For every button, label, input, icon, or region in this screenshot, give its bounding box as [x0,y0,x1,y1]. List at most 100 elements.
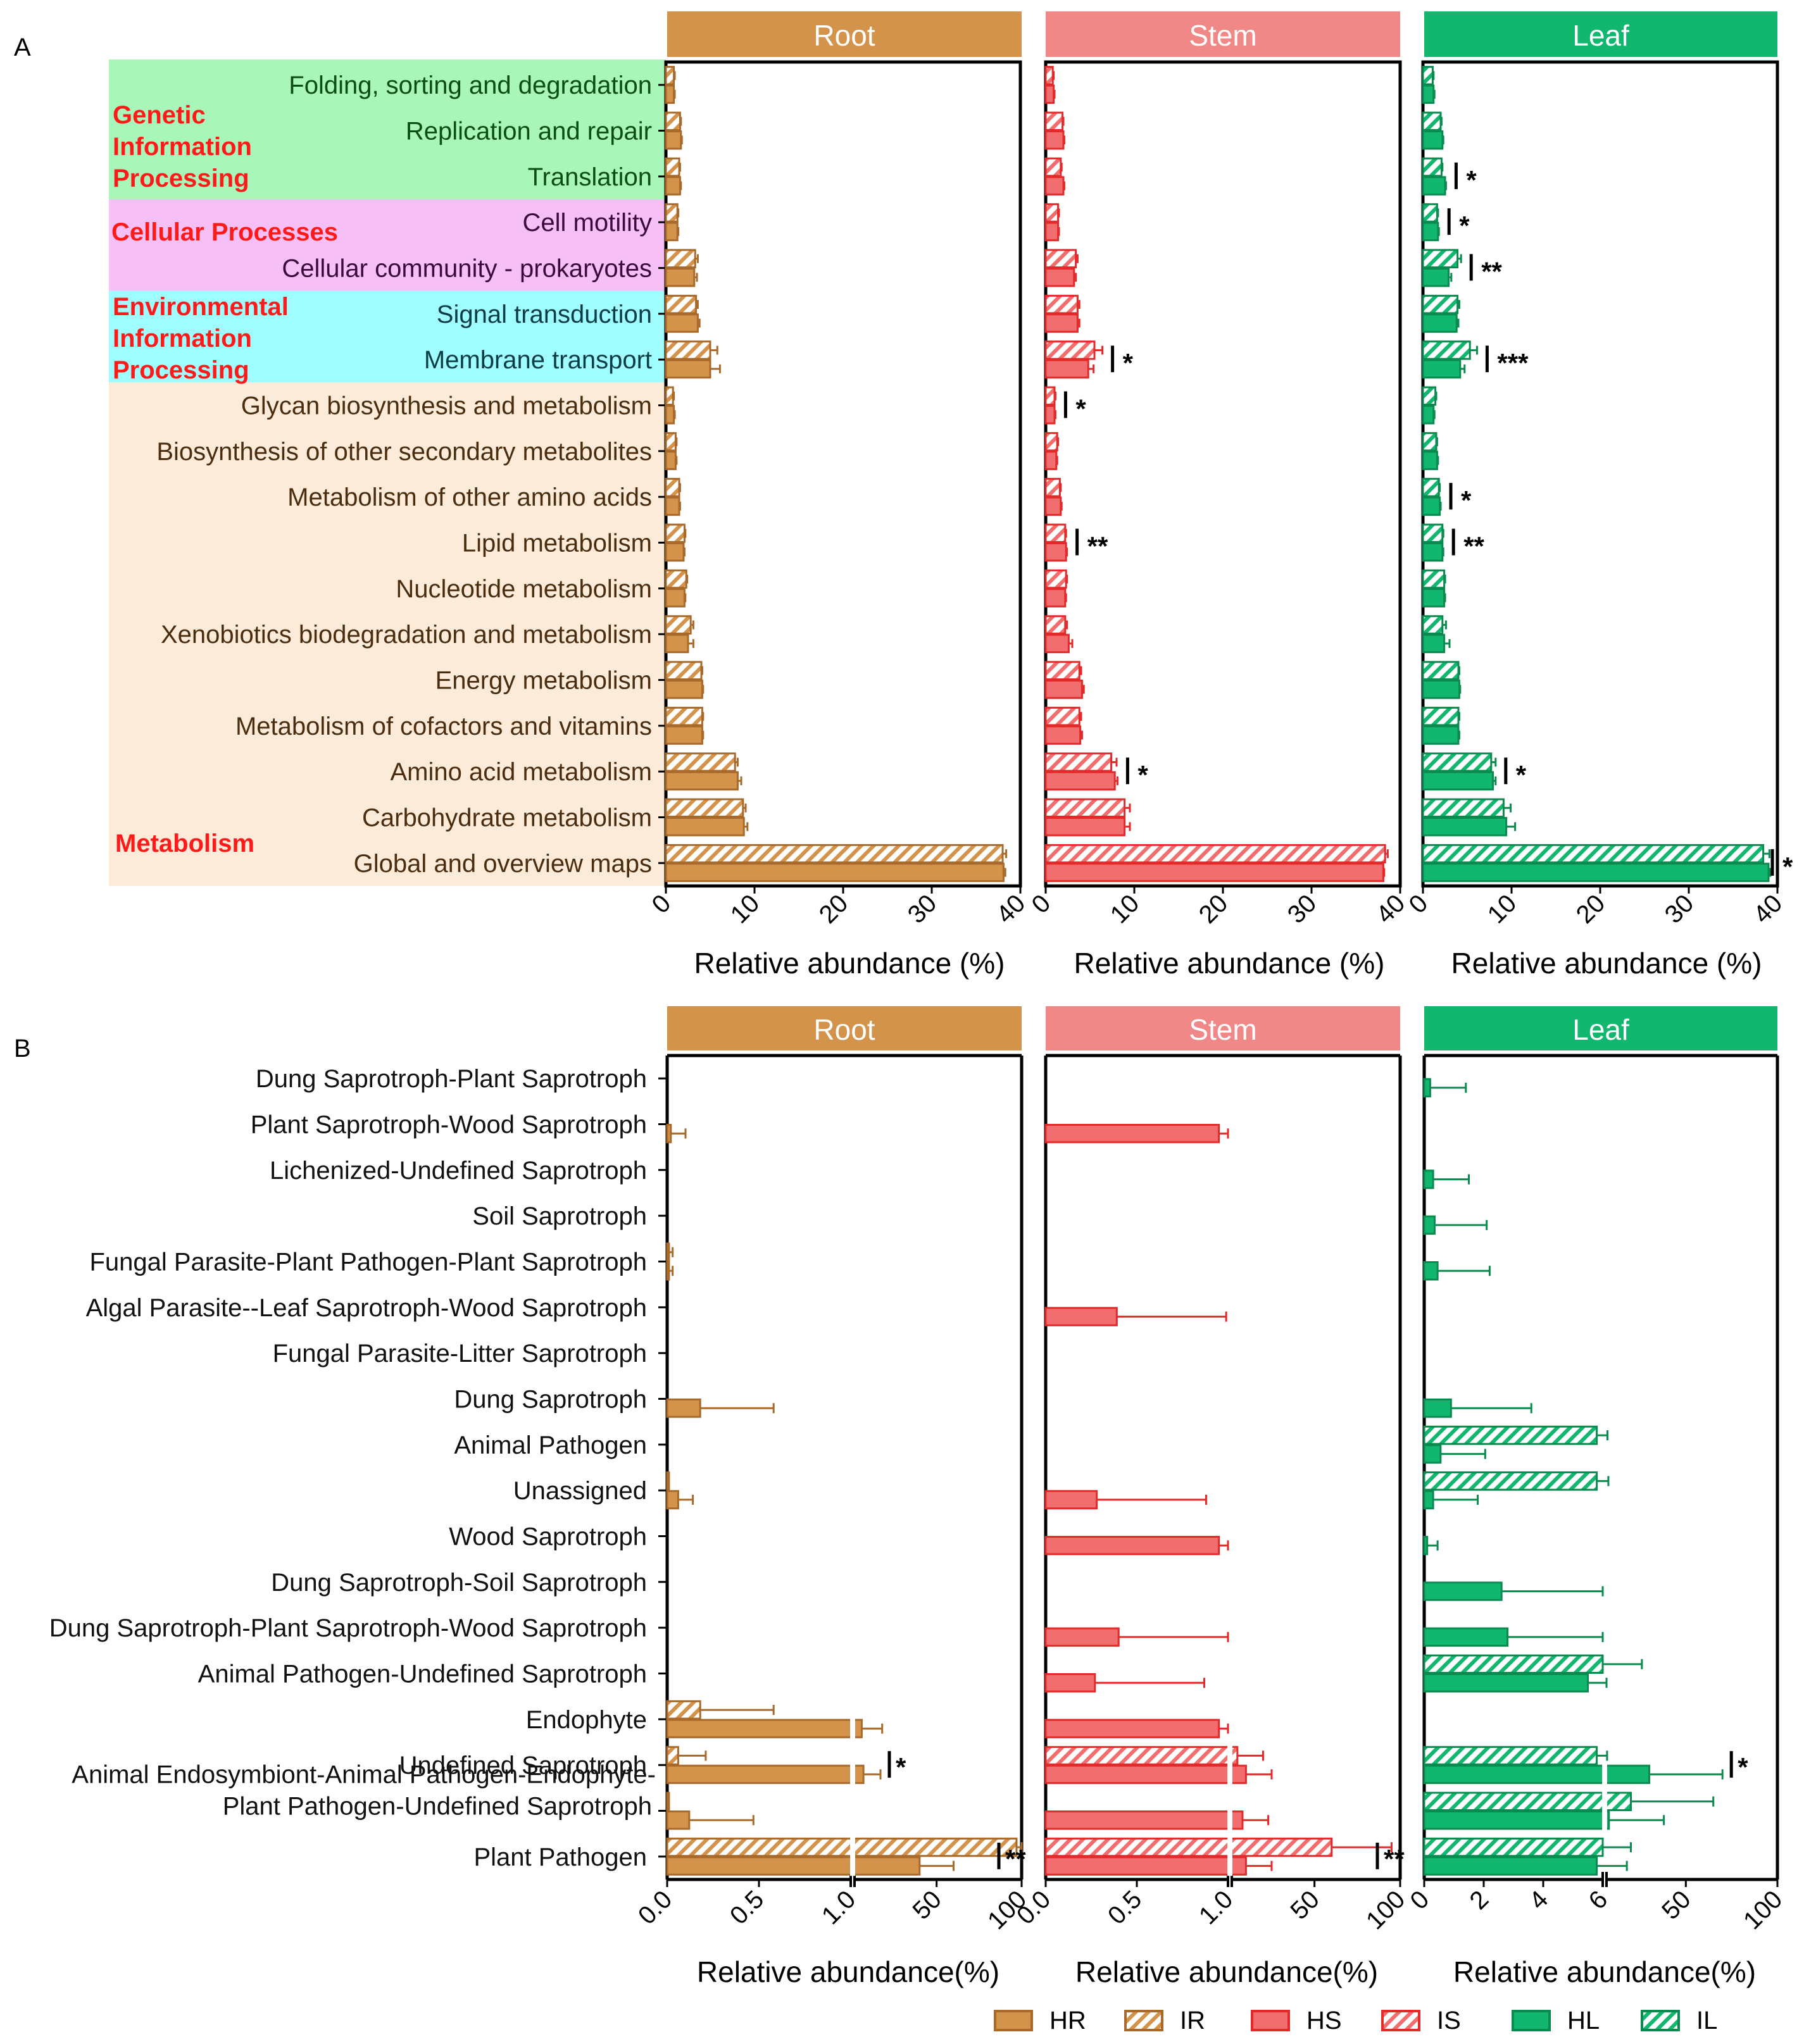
guild-label-fungal-parasite-litter-saprotroph: Fungal Parasite-Litter Saprotroph [273,1340,647,1368]
bar-hr-amino-acid-metabolism [665,771,739,791]
facet-header-label-leaf: Leaf [1572,1013,1629,1046]
bar-ir-amino-acid-metabolism [665,752,736,772]
bar-is-biosynthesis-of-other-secondary-metabolites [1044,432,1058,452]
bar-il-replication-and-repair [1422,111,1442,132]
bar-hs-cellular-community-prokaryotes [1044,268,1075,287]
bar-hl-dung-saprotroph [1423,1399,1452,1418]
legend-label-ir: IR [1180,2007,1205,2035]
significance-label: ** [1087,532,1108,561]
bar-is-xenobiotics-biodegradation-and-metabolism [1044,615,1067,635]
category-label-line: Processing [113,165,249,192]
guild-label-dung-saprotroph-plant-saprotroph-wood-saprotroph: Dung Saprotroph-Plant Saprotroph-Wood Sa… [49,1614,647,1642]
x-tick-label: 0 [647,889,677,919]
x-tick-label: 6 [1584,1885,1613,1915]
bar-hr-folding-sorting-and-degradation [665,84,675,104]
facet-header-label-root: Root [813,19,875,52]
bar-hs-energy-metabolism [1044,680,1083,699]
bar-hr-dung-saprotroph [666,1399,701,1418]
facet-header-label-stem: Stem [1189,1013,1256,1046]
bar-ir-undefined-saprotroph [666,1746,679,1766]
x-axis-label: Relative abundance (%) [1451,947,1762,980]
bar-hl-metabolism-of-other-amino-acids [1422,496,1441,516]
bar-hr-animal-endosymbiont-animal-pathogen-endophyte-plant-pathogen-undefined-saprotroph [666,1810,691,1830]
bar-hl-lichenized-undefined-saprotroph [1423,1169,1434,1189]
x-tick-label: 0.0 [633,1885,677,1929]
bar-hs-plant-saprotroph-wood-saprotroph [1044,1124,1220,1144]
guild-label-line-2: Plant Pathogen-Undefined Saprotroph [223,1793,652,1821]
legend-swatch-hs [1251,2010,1290,2031]
bar-ir-glycan-biosynthesis-and-metabolism [665,386,674,406]
bar-il-carbohydrate-metabolism [1422,798,1505,818]
bar-il-amino-acid-metabolism [1422,752,1493,772]
bar-hs-lipid-metabolism [1044,542,1067,562]
bar-hs-glycan-biosynthesis-and-metabolism [1044,405,1056,425]
bar-hl-carbohydrate-metabolism [1422,817,1508,837]
bar-hl-dung-saprotroph-plant-saprotroph [1423,1078,1431,1098]
panel-a: A Genetic Information Processing Cellular Pr… [14,11,1793,980]
pathway-label-signal-transduction: Signal transduction [437,301,652,328]
bar-ir-lipid-metabolism [665,523,686,543]
bar-hl-plant-pathogen [1423,1856,1598,1876]
panel-b-letter: B [14,1035,31,1063]
significance-label: ** [1384,1844,1405,1874]
x-axis-label: Relative abundance(%) [697,1955,999,1988]
bar-is-plant-pathogen [1044,1837,1333,1857]
panel-a-letter: A [14,34,31,61]
x-tick-label: 0.5 [725,1885,769,1929]
bar-hl-unassigned [1423,1490,1434,1510]
x-tick-label: 50 [1657,1885,1696,1925]
bar-hs-signal-transduction [1044,313,1079,333]
category-label-genetic-information-processing: Genetic Information Processing [113,101,252,192]
x-tick-label: 0 [1027,889,1056,919]
bar-hl-animal-pathogen-undefined-saprotroph [1423,1673,1589,1693]
x-tick-label: 50 [907,1885,947,1925]
bar-is-global-and-overview-maps [1044,844,1386,864]
legend-label-hl: HL [1567,2007,1600,2035]
x-tick-label: 0.5 [1103,1885,1147,1929]
pathway-label-global-and-overview-maps: Global and overview maps [354,850,652,878]
x-axis-label: Relative abundance (%) [694,947,1005,980]
facet-header-root [667,1006,1022,1050]
bar-hl-membrane-transport [1422,359,1462,379]
bar-hr-energy-metabolism [665,680,703,699]
bar-hs-wood-saprotroph [1044,1536,1220,1555]
bar-break-gap [1227,1837,1232,1857]
bar-hs-animal-pathogen-undefined-saprotroph [1044,1673,1096,1693]
significance-label: * [1461,485,1472,515]
significance-label: * [1782,852,1793,882]
bar-hs-cell-motility [1044,221,1060,242]
pathway-label-translation: Translation [528,163,652,191]
pathway-label-cellular-community-prokaryotes: Cellular community - prokaryotes [282,255,652,283]
pathway-label-cell-motility: Cell motility [523,209,652,237]
guild-label-dung-saprotroph-soil-saprotroph: Dung Saprotroph-Soil Saprotroph [271,1569,647,1597]
guild-label-wood-saprotroph: Wood Saprotroph [449,1523,647,1551]
bar-hs-plant-pathogen [1044,1856,1247,1876]
x-tick-label: 40 [991,889,1031,929]
bar-hl-biosynthesis-of-other-secondary-metabolites [1422,451,1438,470]
guild-label-plant-pathogen: Plant Pathogen [473,1843,647,1871]
bar-ir-unassigned [666,1471,670,1491]
panel-b: B Dung Saprotroph-Plant Saprotroph Plant S… [14,1006,1788,1988]
bar-hr-metabolism-of-cofactors-and-vitamins [665,725,703,745]
bar-is-energy-metabolism [1044,661,1081,680]
bar-is-cell-motility [1044,203,1060,223]
bar-hr-plant-pathogen [666,1856,921,1876]
bar-break-gap [1227,1810,1232,1830]
category-label-line: Information [113,325,252,352]
legend-label-hr: HR [1049,2007,1086,2035]
bar-il-undefined-saprotroph [1423,1746,1598,1766]
category-label-line: Information [113,133,252,161]
guild-label-soil-saprotroph: Soil Saprotroph [472,1202,647,1230]
bar-hl-undefined-saprotroph [1423,1764,1650,1785]
category-label-line: Cellular Processes [111,218,338,246]
bar-hs-translation [1044,176,1065,196]
bar-hs-amino-acid-metabolism [1044,771,1116,791]
x-tick-label: 2 [1465,1885,1494,1915]
bar-ir-energy-metabolism [665,661,703,680]
bar-ir-metabolism-of-other-amino-acids [665,478,680,497]
bar-il-energy-metabolism [1422,661,1460,680]
pathway-label-membrane-transport: Membrane transport [424,346,652,374]
bar-is-signal-transduction [1044,294,1079,315]
bar-hs-metabolism-of-other-amino-acids [1044,496,1062,516]
category-label-environmental-information-processing: Environmental Information Processing [113,293,289,384]
